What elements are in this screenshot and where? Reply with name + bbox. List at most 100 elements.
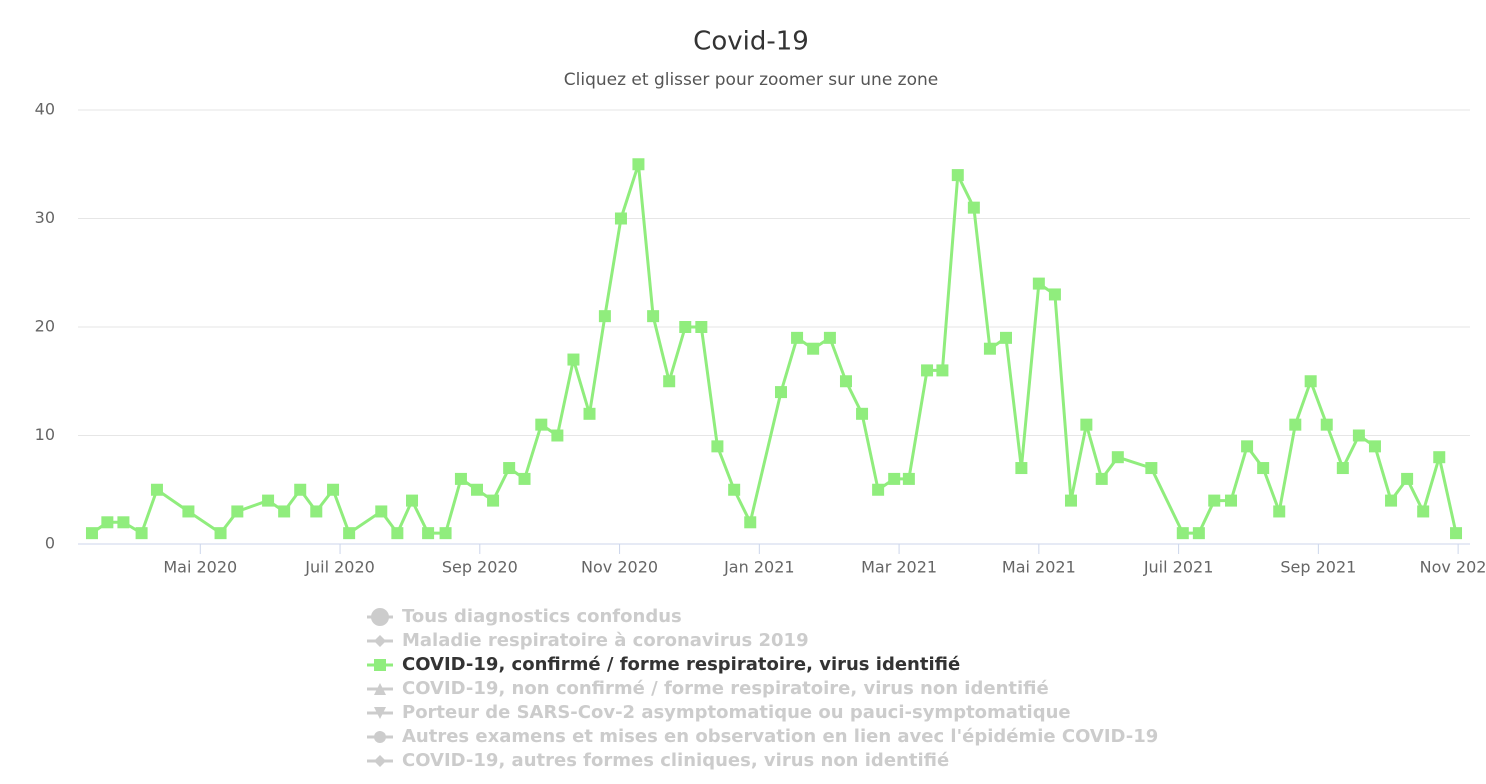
point [1208,494,1221,507]
legend-item[interactable]: Autres examens et mises en observation e… [402,726,1158,747]
legend-symbol [374,683,386,695]
point [1368,440,1381,453]
point [487,494,500,507]
x-tick-label: Mai 2021 [1002,558,1076,577]
point [647,310,660,323]
point [711,440,724,453]
point [343,527,356,540]
x-tick-label: Juil 2020 [304,558,375,577]
point [1225,494,1238,507]
y-tick-label: 20 [35,317,55,336]
point [1032,277,1045,290]
point [391,527,404,540]
legend-item[interactable]: Maladie respiratoire à coronavirus 2019 [402,630,809,651]
point [888,472,901,485]
x-tick-label: Juil 2021 [1143,558,1214,577]
point [663,375,676,388]
point [503,462,516,475]
point [902,472,915,485]
point [774,386,787,399]
point [551,429,564,442]
point [1320,418,1333,431]
point [921,364,934,377]
legend-symbol [374,731,386,743]
y-tick-label: 10 [35,425,55,444]
point [535,418,548,431]
point [936,364,949,377]
point [1273,505,1286,518]
point [951,169,964,182]
point [518,472,531,485]
point [1095,472,1108,485]
point [744,516,757,529]
point [1352,429,1365,442]
legend-item[interactable]: COVID-19, autres formes cliniques, virus… [402,750,949,771]
point [807,342,820,355]
x-tick-label: Mar 2021 [861,558,937,577]
point [791,331,804,344]
x-tick-label: Jan 2021 [723,558,794,577]
legend-symbol [371,608,389,626]
point [823,331,836,344]
x-tick-label: Sep 2020 [442,558,518,577]
point [327,483,340,496]
point [439,527,452,540]
point [117,516,130,529]
legend-symbol [374,755,386,767]
point [1015,462,1028,475]
point [614,212,627,225]
point [135,527,148,540]
point [422,527,435,540]
point [1192,527,1205,540]
point [839,375,852,388]
y-tick-label: 40 [35,100,55,119]
point [1080,418,1093,431]
legend-symbol [374,635,386,647]
x-tick-label: Sep 2021 [1280,558,1356,577]
point [1336,462,1349,475]
chart-title: Covid-19 [693,27,809,57]
legend-item[interactable]: Tous diagnostics confondus [402,606,682,627]
point [1048,288,1061,301]
point [101,516,114,529]
point [632,158,645,171]
point [278,505,291,518]
point [1450,527,1463,540]
point [262,494,275,507]
point [1176,527,1189,540]
point [1241,440,1254,453]
point [471,483,484,496]
point [598,310,611,323]
series-line [91,162,1458,535]
point [1304,375,1317,388]
point [567,353,580,366]
point [294,483,307,496]
point [1433,451,1446,464]
legend-item[interactable]: COVID-19, non confirmé / forme respirato… [402,678,1049,699]
point [375,505,388,518]
point [1289,418,1302,431]
y-tick-label: 0 [45,534,55,553]
x-tick-label: Mai 2020 [163,558,237,577]
point [85,527,98,540]
legend-item[interactable]: Porteur de SARS-Cov-2 asymptomatique ou … [402,702,1071,723]
point [679,321,692,333]
point [1000,331,1012,344]
point [872,483,885,496]
point [983,342,996,355]
point [695,321,708,333]
point [150,483,163,496]
legend-symbol [374,659,386,671]
point [856,407,869,420]
point [1064,494,1077,507]
point [214,527,227,540]
point [1257,462,1270,475]
point [231,505,244,518]
x-tick-label: Nov 2021 [1420,558,1486,577]
point [454,472,467,485]
point [1111,451,1124,464]
point [1417,505,1430,518]
y-tick-label: 30 [35,208,55,227]
legend-item[interactable]: COVID-19, confirmé / forme respiratoire,… [402,654,960,675]
